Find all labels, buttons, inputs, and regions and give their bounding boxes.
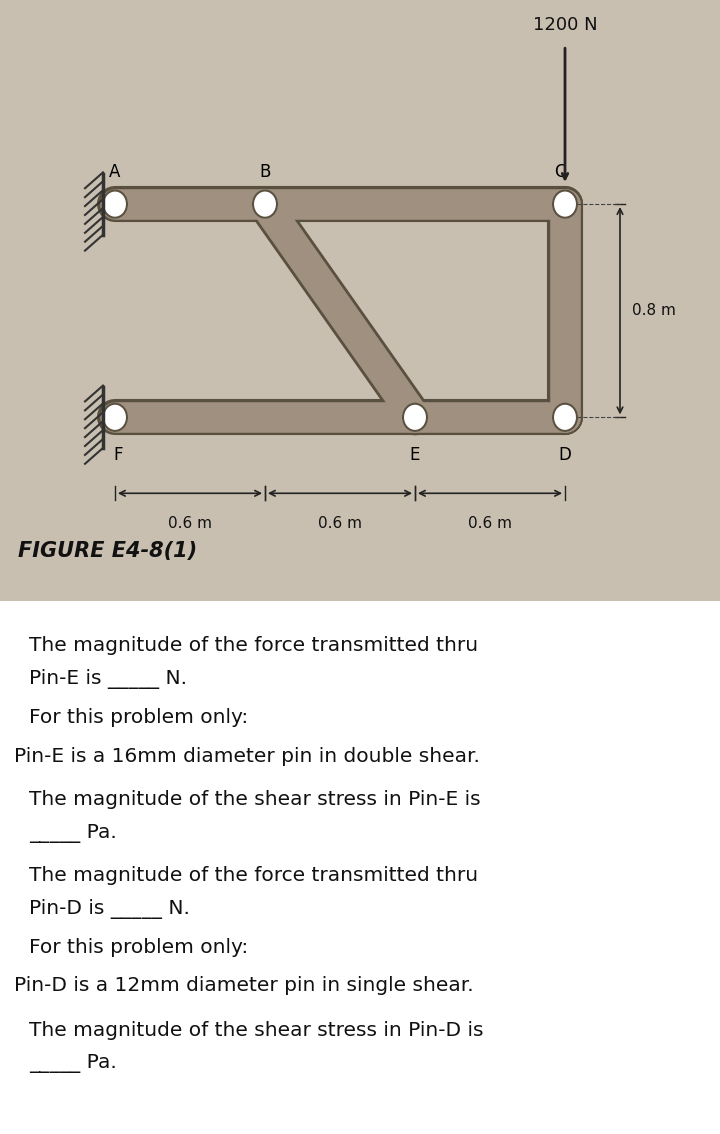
- Text: Pin-D is a 12mm diameter pin in single shear.: Pin-D is a 12mm diameter pin in single s…: [14, 976, 474, 996]
- Text: D: D: [559, 446, 572, 464]
- Text: 0.6 m: 0.6 m: [168, 516, 212, 531]
- Text: Pin-E is _____ N.: Pin-E is _____ N.: [29, 669, 186, 688]
- Text: For this problem only:: For this problem only:: [29, 708, 248, 727]
- Text: The magnitude of the force transmitted thru: The magnitude of the force transmitted t…: [29, 866, 478, 885]
- Circle shape: [553, 404, 577, 431]
- Text: E: E: [410, 446, 420, 464]
- Text: A: A: [109, 163, 121, 181]
- Text: FIGURE E4-8(1): FIGURE E4-8(1): [18, 541, 197, 561]
- Text: _____ Pa.: _____ Pa.: [29, 823, 117, 843]
- Text: The magnitude of the shear stress in Pin-E is: The magnitude of the shear stress in Pin…: [29, 790, 480, 810]
- Text: The magnitude of the shear stress in Pin-D is: The magnitude of the shear stress in Pin…: [29, 1021, 483, 1040]
- Text: C: C: [554, 163, 566, 181]
- Text: 0.6 m: 0.6 m: [318, 516, 362, 531]
- Circle shape: [253, 191, 277, 218]
- Text: The magnitude of the force transmitted thru: The magnitude of the force transmitted t…: [29, 636, 478, 654]
- Circle shape: [103, 404, 127, 431]
- Circle shape: [103, 191, 127, 218]
- Text: F: F: [113, 446, 122, 464]
- Circle shape: [403, 404, 427, 431]
- Text: 0.8 m: 0.8 m: [632, 303, 676, 319]
- Text: 0.6 m: 0.6 m: [468, 516, 512, 531]
- Text: 1200 N: 1200 N: [533, 16, 598, 34]
- Text: Pin-E is a 16mm diameter pin in double shear.: Pin-E is a 16mm diameter pin in double s…: [14, 746, 480, 765]
- Text: For this problem only:: For this problem only:: [29, 938, 248, 957]
- Text: _____ Pa.: _____ Pa.: [29, 1055, 117, 1073]
- Text: Pin-D is _____ N.: Pin-D is _____ N.: [29, 899, 189, 919]
- Circle shape: [553, 191, 577, 218]
- Text: B: B: [259, 163, 271, 181]
